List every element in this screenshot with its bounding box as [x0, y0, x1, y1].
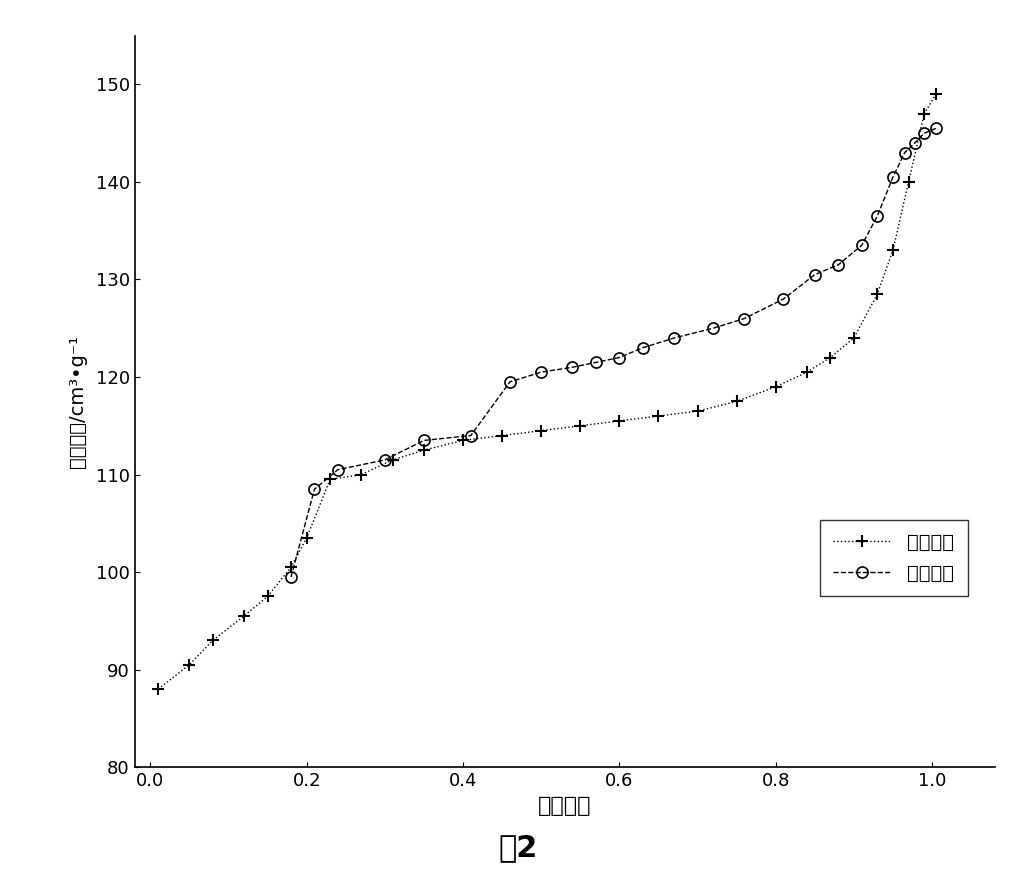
脱附曲线 — [856, 240, 868, 251]
脱附曲线 — [707, 323, 719, 334]
Line: 吸附曲线: 吸附曲线 — [152, 88, 942, 696]
脱附曲线 — [503, 376, 516, 387]
吸附曲线 — [770, 382, 782, 392]
脱附曲线 — [636, 343, 649, 353]
吸附曲线 — [183, 659, 196, 670]
脱附曲线 — [871, 211, 884, 221]
吸附曲线 — [902, 177, 915, 187]
脱附曲线 — [285, 572, 297, 582]
吸附曲线 — [206, 635, 219, 646]
脱附曲线 — [378, 455, 391, 466]
吸附曲线 — [261, 591, 274, 602]
吸附曲线 — [418, 445, 430, 456]
Y-axis label: 吸附容量/cm³•g⁻¹: 吸附容量/cm³•g⁻¹ — [68, 334, 87, 468]
吸附曲线 — [574, 420, 586, 431]
脱附曲线 — [589, 357, 602, 368]
吸附曲线 — [355, 469, 368, 480]
Legend: 吸附曲线, 脱附曲线: 吸附曲线, 脱附曲线 — [819, 520, 968, 597]
吸附曲线 — [730, 396, 743, 407]
吸附曲线 — [691, 406, 703, 417]
吸附曲线 — [825, 352, 837, 363]
吸附曲线 — [847, 333, 860, 343]
吸附曲线 — [929, 89, 942, 100]
脱附曲线 — [535, 367, 547, 377]
脱附曲线 — [668, 333, 681, 343]
吸附曲线 — [324, 474, 337, 484]
吸附曲线 — [238, 611, 251, 622]
吸附曲线 — [496, 430, 509, 441]
吸附曲线 — [613, 416, 626, 426]
脱附曲线 — [739, 313, 751, 324]
吸附曲线 — [457, 435, 469, 446]
脱附曲线 — [832, 260, 844, 270]
脱附曲线 — [929, 123, 942, 134]
吸附曲线 — [887, 245, 899, 256]
吸附曲线 — [918, 108, 930, 119]
脱附曲线 — [332, 465, 344, 475]
脱附曲线 — [777, 293, 789, 304]
X-axis label: 相对压力: 相对压力 — [538, 796, 592, 815]
脱附曲线 — [613, 352, 626, 363]
吸附曲线 — [285, 562, 297, 573]
Line: 脱附曲线: 脱附曲线 — [286, 123, 942, 582]
吸附曲线 — [653, 410, 665, 421]
Text: 图2: 图2 — [498, 833, 538, 863]
脱附曲线 — [464, 430, 477, 441]
吸附曲线 — [300, 533, 313, 543]
吸附曲线 — [871, 289, 884, 300]
脱附曲线 — [567, 362, 579, 373]
脱附曲线 — [418, 435, 430, 446]
脱附曲线 — [808, 269, 821, 280]
脱附曲线 — [918, 128, 930, 138]
吸附曲线 — [386, 455, 399, 466]
脱附曲线 — [898, 147, 911, 158]
脱附曲线 — [887, 172, 899, 183]
吸附曲线 — [535, 425, 547, 436]
吸附曲线 — [152, 684, 165, 695]
吸附曲线 — [801, 367, 813, 377]
脱附曲线 — [909, 137, 921, 148]
脱附曲线 — [309, 483, 321, 494]
